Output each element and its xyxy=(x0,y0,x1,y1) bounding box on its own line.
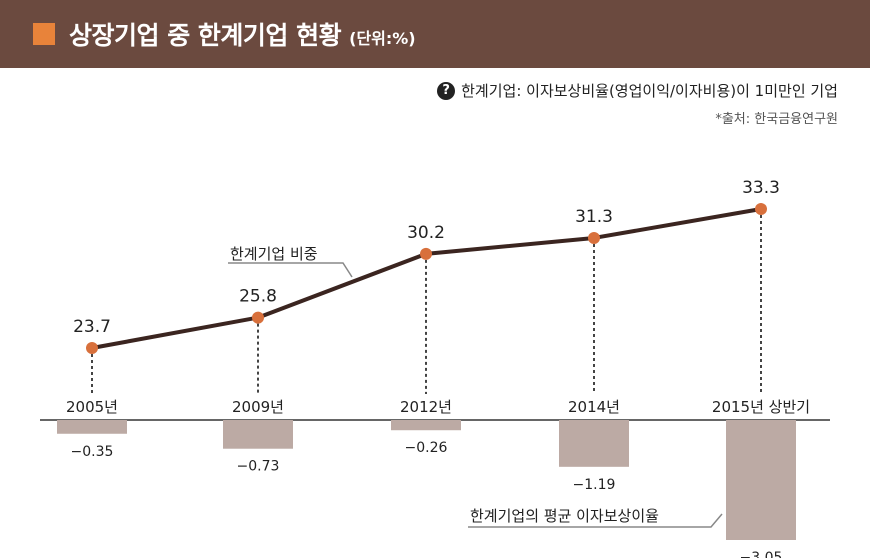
bar-value-label-3: −1.19 xyxy=(573,477,616,493)
bar-value-label-1: −0.73 xyxy=(237,459,280,475)
category-label-0: 2005년 xyxy=(66,398,118,416)
category-label-2: 2012년 xyxy=(400,398,452,416)
line-point-0 xyxy=(86,342,98,354)
bar-value-label-4: −3.05 xyxy=(740,550,783,558)
bar-2 xyxy=(391,420,461,431)
title-square-icon xyxy=(33,23,55,45)
line-point-3 xyxy=(588,231,600,244)
line-value-label-1: 25.8 xyxy=(239,287,277,307)
bar-series-callout xyxy=(468,513,723,528)
chart-title: 상장기업 중 한계기업 현황 xyxy=(69,21,342,50)
line-point-2 xyxy=(420,247,432,260)
bar-series-name: 한계기업의 평균 이자보상이율 xyxy=(470,507,659,525)
line-value-label-0: 23.7 xyxy=(73,317,111,337)
line-value-label-3: 31.3 xyxy=(575,207,613,227)
bar-value-label-0: −0.35 xyxy=(71,444,114,460)
definition-text: 한계기업: 이자보상비율(영업이익/이자비용)이 1미만인 기업 xyxy=(461,82,838,100)
source-text: *출처: 한국금융연구원 xyxy=(715,112,838,127)
category-label-3: 2014년 xyxy=(568,398,620,416)
line-value-label-2: 30.2 xyxy=(407,223,445,243)
bar-value-label-2: −0.26 xyxy=(405,440,448,456)
line-series-name: 한계기업 비중 xyxy=(230,245,318,263)
category-label-4: 2015년 상반기 xyxy=(712,398,810,416)
definition-note: ? 한계기업: 이자보상비율(영업이익/이자비용)이 1미만인 기업 xyxy=(437,80,838,101)
bar-3 xyxy=(559,420,629,467)
line-series-callout xyxy=(228,262,353,278)
line-value-label-4: 33.3 xyxy=(742,178,780,198)
line-point-1 xyxy=(252,311,264,324)
category-label-1: 2009년 xyxy=(232,398,284,416)
bar-1 xyxy=(223,420,293,449)
bar-0 xyxy=(57,420,127,434)
line-point-4 xyxy=(755,203,767,215)
bar-4 xyxy=(726,420,796,540)
chart-header: 상장기업 중 한계기업 현황 (단위:%) xyxy=(0,0,870,68)
chart-unit: (단위:%) xyxy=(349,29,416,48)
question-icon: ? xyxy=(437,81,456,100)
